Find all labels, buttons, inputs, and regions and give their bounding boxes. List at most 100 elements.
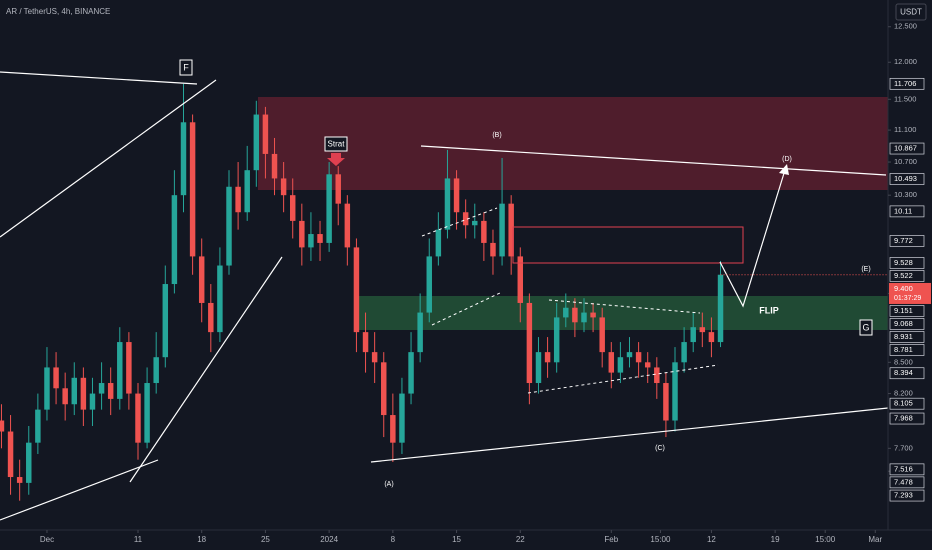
candle-body <box>681 342 687 363</box>
target-box <box>512 226 744 264</box>
price-tag-label: 9.151 <box>894 306 913 315</box>
y-tick-label: 12.000 <box>894 57 917 66</box>
price-tag-label: 7.516 <box>894 464 913 473</box>
candle-body <box>371 352 378 363</box>
candle-body <box>617 357 624 373</box>
strat-arrow <box>327 153 345 166</box>
x-tick-label: 15:00 <box>815 535 836 544</box>
trendline <box>0 459 159 521</box>
candle-body <box>444 178 451 230</box>
candle-body <box>171 195 178 285</box>
candle-body <box>253 114 260 171</box>
candle-body <box>599 317 605 353</box>
candle-body <box>626 352 633 358</box>
price-tag <box>889 476 925 489</box>
candle-body <box>672 362 678 421</box>
countdown: 01:37:29 <box>894 295 921 302</box>
trendline <box>129 256 283 483</box>
price-tag-label: 8.105 <box>894 399 913 408</box>
annotation: (D) <box>782 156 792 163</box>
price-tag-label: 11.706 <box>894 79 916 88</box>
price-tag-label: 7.293 <box>894 491 913 500</box>
price-tag-label: 7.968 <box>894 414 913 423</box>
candle-body <box>581 312 587 323</box>
label-box <box>324 136 348 152</box>
candle-body <box>590 312 596 318</box>
price-tag-label: 10.11 <box>894 206 912 215</box>
candle-body <box>162 284 169 358</box>
candle-body <box>426 256 432 313</box>
annotation: (C) <box>655 445 665 452</box>
price-tag <box>889 257 925 269</box>
candle-body <box>71 377 78 405</box>
trendline <box>420 145 887 176</box>
candle-body <box>499 203 505 257</box>
candle-body <box>690 327 696 343</box>
price-tag <box>889 344 925 356</box>
channel-line <box>431 291 503 326</box>
annotation: FLIP <box>759 305 779 315</box>
chart-title: AR / TetherUS, 4h, BINANCE <box>6 7 110 16</box>
y-tick-label: 10.700 <box>894 157 917 166</box>
candle-body <box>517 256 524 303</box>
candle-body <box>289 195 296 221</box>
candle-body <box>717 274 724 343</box>
candle-body <box>344 203 351 248</box>
candle-body <box>353 247 360 333</box>
candle-body <box>490 242 496 257</box>
candle-body <box>226 186 232 266</box>
y-tick-label: 7.700 <box>894 443 913 452</box>
candle-body <box>35 409 41 443</box>
candle-body <box>26 442 32 483</box>
candle-body <box>435 229 442 257</box>
axis-labels: 12.500 12.000 11.500 11.100 10.700 10.300 8.50… <box>720 22 931 502</box>
candle-body <box>535 352 542 384</box>
trendline <box>370 407 889 463</box>
candle-body <box>390 415 396 443</box>
price-tag-label: 9.522 <box>894 271 913 280</box>
price-tag <box>889 489 925 502</box>
price-tag-label: 10.867 <box>894 144 917 153</box>
price-tag <box>889 463 925 476</box>
y-tick-label: 8.500 <box>894 357 913 366</box>
annotation: G <box>862 322 869 332</box>
y-tick-label: 12.500 <box>894 22 917 31</box>
x-tick-label: 19 <box>771 535 780 544</box>
candle-body <box>80 377 87 410</box>
candle-body <box>53 367 59 389</box>
label-box <box>179 59 193 76</box>
candle-body <box>644 362 651 368</box>
price-tag-label: 8.781 <box>894 345 913 354</box>
price-tag <box>889 318 925 330</box>
candle-body <box>198 256 205 303</box>
candle-body <box>262 114 269 154</box>
annotation: (B) <box>492 132 501 139</box>
currency: USDT <box>900 8 922 17</box>
x-tick-label: 15:00 <box>650 535 671 544</box>
candle-body <box>462 212 469 226</box>
candle-body <box>135 393 141 443</box>
candle-body <box>89 393 96 410</box>
candle-body <box>144 383 150 443</box>
candle-body <box>126 342 132 394</box>
candle-body <box>271 153 278 179</box>
supply-zone <box>258 97 888 190</box>
annotations: F Strat (B) (D) (E) FLIP G (A) (C) <box>179 59 873 488</box>
price-tag <box>889 205 925 218</box>
candles <box>0 83 724 501</box>
candle-body <box>417 312 423 353</box>
x-tick-label: 25 <box>261 535 270 544</box>
candle-body <box>180 122 187 196</box>
candle-body <box>453 178 460 213</box>
price-tag <box>889 173 925 185</box>
projection-path <box>719 169 786 308</box>
channel-line <box>421 207 498 237</box>
x-tick-label: Mar <box>868 535 882 544</box>
arrow-head <box>779 164 789 175</box>
candle-body <box>0 420 5 432</box>
x-tick-label: Dec <box>40 535 54 544</box>
candle-body <box>16 477 23 483</box>
candle-body <box>153 357 159 384</box>
last-price: 9.400 <box>894 284 913 293</box>
